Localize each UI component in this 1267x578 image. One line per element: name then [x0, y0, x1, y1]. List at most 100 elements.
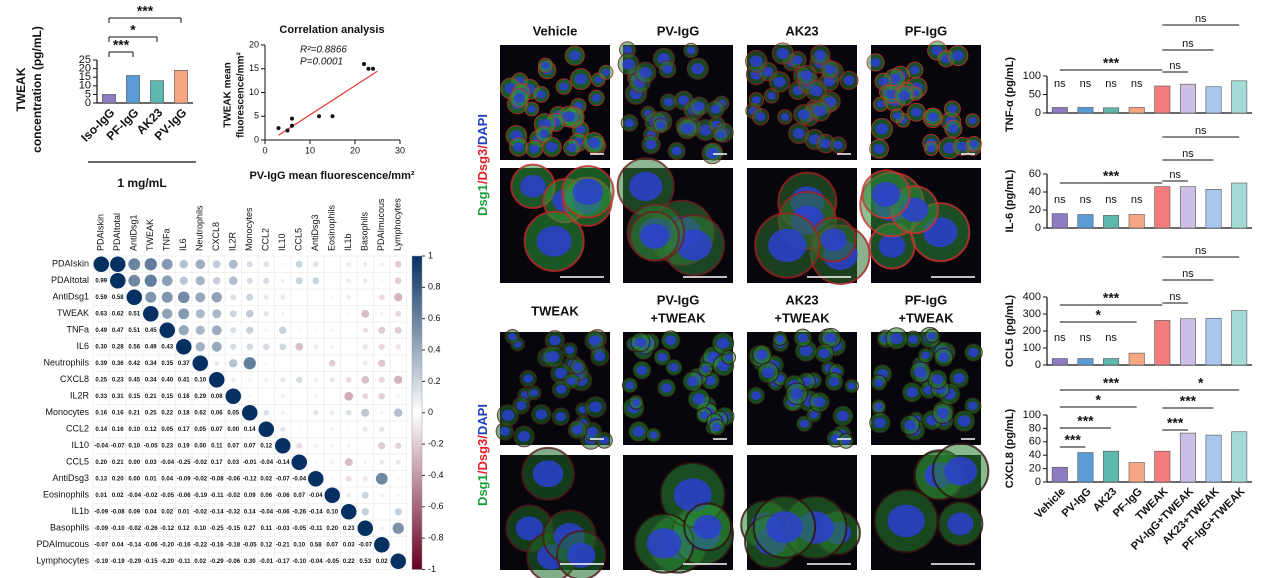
correlation-value: -0.05	[243, 542, 257, 548]
y-axis-label: TWEAK mean	[223, 62, 234, 128]
correlation-value: 0.42	[128, 361, 140, 367]
correlation-value: 0.43	[161, 344, 173, 350]
correlation-circle	[212, 309, 222, 319]
correlation-circle	[378, 442, 386, 450]
correlation-value: 0.08	[211, 394, 223, 400]
correlation-circle	[312, 277, 320, 285]
nucleus	[645, 139, 657, 150]
correlation-value: -0.04	[259, 460, 273, 466]
correlation-circle	[394, 277, 402, 285]
y-tick-label: 15	[79, 71, 91, 83]
correlation-value: 0.05	[194, 427, 206, 433]
correlation-circle	[397, 362, 400, 365]
correlation-value: -0.04	[94, 443, 108, 449]
correlation-value: -0.09	[177, 476, 191, 482]
y-tick-label: 0	[1035, 359, 1041, 371]
correlation-circle	[346, 492, 352, 498]
row-label: Neutrophils	[43, 358, 89, 368]
nucleus	[554, 367, 567, 379]
nucleus	[887, 504, 925, 538]
correlation-value: 0.07	[244, 443, 256, 449]
nucleus	[878, 77, 889, 86]
correlation-value: 0.10	[326, 509, 338, 515]
correlation-value: 0.49	[95, 328, 107, 334]
column-title: PF-IgG	[905, 23, 948, 38]
nucleus	[706, 148, 719, 159]
correlation-circle	[346, 443, 351, 448]
nucleus	[773, 76, 786, 88]
nucleus	[575, 125, 586, 134]
correlation-value: 0.06	[260, 493, 272, 499]
nucleus	[921, 351, 931, 360]
correlation-circle	[394, 375, 403, 384]
correlation-value: 0.14	[244, 509, 256, 515]
correlation-value: 0.34	[145, 377, 157, 383]
correlation-value: -0.06	[177, 493, 191, 499]
bar	[1154, 320, 1171, 366]
stain-part: /Dsg3/	[475, 145, 490, 184]
bar	[1077, 214, 1094, 229]
correlation-circle	[161, 258, 173, 270]
correlation-value: -0.02	[144, 493, 158, 499]
nucleus	[634, 337, 646, 348]
correlation-circle	[280, 294, 286, 300]
correlation-circle	[361, 408, 370, 417]
correlation-value: -0.04	[309, 559, 323, 565]
correlation-circle	[195, 292, 206, 303]
correlation-circle	[361, 375, 370, 384]
correlation-value: -0.05	[325, 559, 339, 565]
nucleus	[681, 123, 694, 134]
nucleus	[776, 47, 790, 59]
y-tick-label: 0	[1035, 222, 1041, 234]
bar	[1179, 186, 1196, 229]
correlation-circle	[231, 377, 236, 382]
correlation-value: 0.36	[112, 361, 124, 367]
correlation-circle	[379, 493, 384, 498]
nucleus	[566, 542, 596, 568]
significance-label: ns	[1131, 194, 1143, 206]
nucleus	[874, 378, 884, 387]
correlation-circle	[179, 276, 188, 285]
correlation-circle	[264, 328, 268, 332]
correlation-circle	[313, 344, 319, 350]
correlation-value: 0.02	[112, 493, 124, 499]
nucleus	[588, 335, 600, 346]
row-label: PDAIskin	[52, 259, 89, 269]
correlation-circle	[229, 310, 237, 318]
point	[317, 114, 321, 119]
correlation-circle	[313, 377, 318, 382]
bar	[1103, 107, 1120, 114]
correlation-circle	[330, 427, 335, 432]
correlation-value: 0.02	[260, 476, 272, 482]
nucleus	[569, 50, 581, 61]
correlation-value: 0.03	[145, 460, 157, 466]
nucleus	[953, 373, 965, 384]
column-label: PDAImucous	[376, 198, 386, 251]
correlation-value: 0.12	[145, 427, 157, 433]
correlation-value: 0.31	[112, 394, 124, 400]
correlation-value: 0.00	[227, 427, 239, 433]
nucleus	[724, 353, 733, 361]
correlation-circle	[345, 376, 352, 383]
nucleus	[762, 67, 774, 77]
correlation-circle	[378, 359, 386, 367]
nucleus	[622, 58, 635, 70]
correlation-value: 0.13	[95, 476, 107, 482]
y-tick-label: 50	[1029, 88, 1041, 100]
nucleus	[501, 409, 515, 421]
correlation-circle	[243, 357, 256, 370]
nucleus	[693, 514, 722, 540]
column-title: +TWEAK	[898, 310, 954, 325]
column-label: Eosinophils	[327, 204, 337, 251]
correlation-value: 0.03	[227, 460, 239, 466]
y-tick-label: 80	[1029, 422, 1041, 434]
significance-label: ***	[1103, 55, 1120, 71]
correlation-circle	[195, 276, 205, 286]
y-axis-label: CXCL8 (pg/mL)	[1004, 408, 1016, 488]
nucleus	[847, 382, 856, 390]
nucleus	[712, 423, 722, 432]
correlation-value: -0.02	[193, 509, 207, 515]
point	[366, 66, 371, 71]
nucleus	[873, 417, 886, 429]
correlation-circle	[346, 278, 351, 283]
